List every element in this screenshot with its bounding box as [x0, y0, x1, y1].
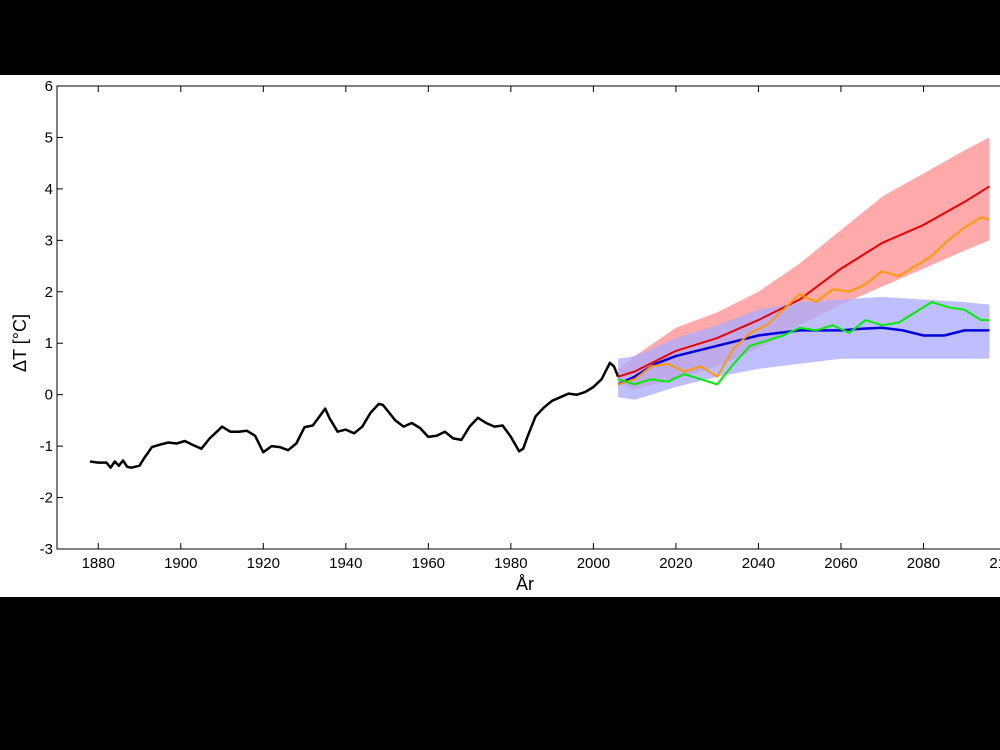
series-line-0	[89, 361, 620, 469]
tick-labels: 1880 1900 1920 1940 1960 1980 2000 2020 2040 2060…	[40, 78, 1000, 572]
x-tick-label: 1940	[329, 555, 362, 572]
x-tick-label: 2020	[659, 555, 692, 572]
y-tick-label: 6	[45, 78, 53, 95]
x-tick-label: 2080	[907, 555, 940, 572]
y-tick-label: 0	[45, 387, 53, 404]
temperature-chart: 1880 1900 1920 1940 1960 1980 2000 2020 2040 2060…	[10, 78, 1000, 594]
y-tick-label: -2	[40, 490, 53, 507]
series-line-4	[617, 301, 990, 386]
x-axis-title: År	[516, 574, 534, 594]
x-tick-label: 1920	[247, 555, 280, 572]
x-tick-label: 1880	[82, 555, 115, 572]
series-line-2	[617, 326, 990, 386]
uncertainty-band-1	[618, 296, 990, 400]
plot-frame	[56, 85, 1000, 550]
series-line-1	[617, 185, 991, 378]
y-tick-label: 3	[45, 232, 53, 249]
y-tick-label: -1	[40, 438, 53, 455]
uncertainty-band-0	[618, 137, 990, 390]
x-tick-label: 1980	[494, 555, 527, 572]
series-line-3	[617, 216, 990, 386]
series-lines	[89, 185, 991, 469]
x-tick-label: 2000	[577, 555, 610, 572]
uncertainty-bands	[618, 137, 990, 400]
y-tick-label: 1	[45, 335, 53, 352]
x-tick-label: 2040	[742, 555, 775, 572]
y-axis-title: ΔT [°C]	[10, 314, 30, 372]
axes	[56, 85, 1000, 550]
x-tick-label: 1900	[164, 555, 197, 572]
x-tick-label: 2100	[989, 555, 1000, 572]
x-tick-label: 2060	[824, 555, 857, 572]
chart-panel: 1880 1900 1920 1940 1960 1980 2000 2020 2040 2060…	[0, 75, 1000, 597]
y-tick-label: 5	[45, 129, 53, 146]
y-tick-label: -3	[40, 541, 53, 558]
x-tick-label: 1960	[412, 555, 445, 572]
y-tick-label: 4	[45, 181, 53, 198]
y-tick-label: 2	[45, 284, 53, 301]
